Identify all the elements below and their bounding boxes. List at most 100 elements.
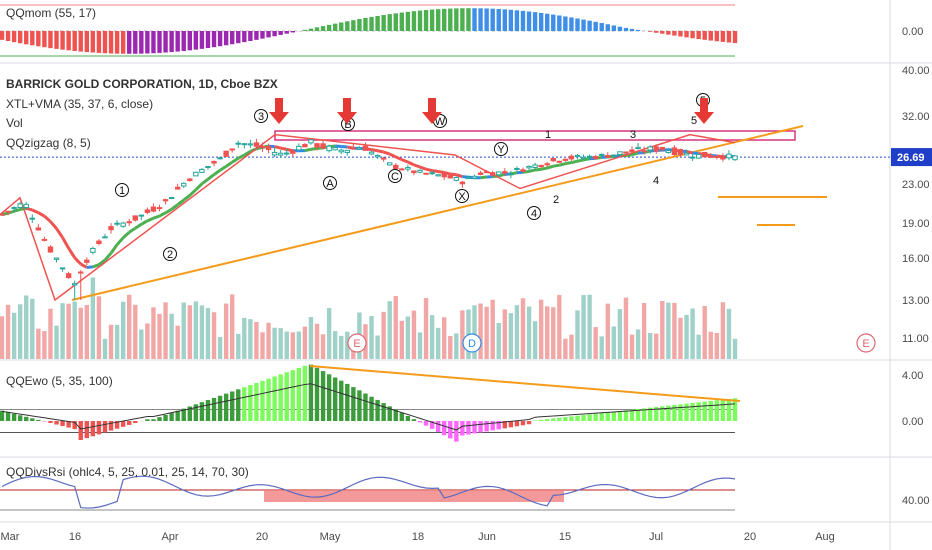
volume-bar bbox=[387, 301, 392, 359]
qqewo-bar bbox=[720, 399, 726, 421]
vma-segment bbox=[158, 211, 167, 218]
qqewo-bar bbox=[296, 367, 302, 421]
qqewo-bar bbox=[205, 400, 211, 421]
volume-bar bbox=[5, 304, 11, 359]
candle-body bbox=[174, 186, 181, 190]
vma-segment bbox=[122, 231, 131, 239]
qqewo-bar bbox=[611, 411, 617, 421]
wave-label-circle bbox=[323, 176, 337, 190]
wave-label-plain: 4 bbox=[653, 175, 659, 187]
volume-bar bbox=[399, 320, 405, 359]
candle-body bbox=[447, 175, 453, 179]
qqewo-bar bbox=[629, 409, 635, 421]
vma-segment bbox=[176, 198, 185, 206]
qqmom-bar bbox=[714, 31, 720, 42]
qqmom-bar bbox=[351, 20, 356, 31]
volume-bar bbox=[593, 327, 598, 359]
legend-vol[interactable]: Vol bbox=[6, 116, 23, 130]
event-marker bbox=[462, 333, 482, 353]
vma-segment bbox=[413, 163, 421, 169]
legend-qqzigzag[interactable]: QQzigzag (8, 5) bbox=[6, 136, 91, 150]
vma-segment bbox=[274, 145, 282, 150]
candle-body bbox=[641, 150, 647, 153]
qqmom-bar bbox=[36, 31, 41, 47]
wave-label-plain: 1 bbox=[545, 129, 551, 141]
candle-body bbox=[399, 168, 405, 171]
volume-bar bbox=[254, 321, 259, 359]
qqewo-bar bbox=[696, 402, 701, 421]
volume-bar bbox=[411, 310, 417, 359]
candle-body bbox=[47, 246, 54, 253]
qqmom-bar bbox=[411, 11, 417, 31]
qqmom-bar bbox=[339, 22, 344, 31]
candle-body bbox=[720, 155, 726, 160]
qqewo-bar bbox=[351, 387, 356, 421]
volume-bar bbox=[193, 301, 199, 359]
candle-body bbox=[181, 182, 187, 187]
volume-bar bbox=[42, 331, 47, 359]
qqewo-bar bbox=[472, 421, 477, 434]
volume-bar bbox=[478, 303, 483, 359]
qqewo-tick-label: 4.00 bbox=[902, 370, 923, 382]
qqmom-bar bbox=[78, 31, 83, 52]
qqmom-bar bbox=[635, 29, 641, 31]
volume-bar bbox=[266, 322, 271, 359]
qqewo-bar bbox=[666, 405, 671, 421]
candle-body bbox=[59, 267, 66, 270]
vma-segment bbox=[219, 165, 227, 172]
vma-segment bbox=[170, 203, 179, 211]
vma-segment bbox=[643, 149, 651, 155]
volume-bar bbox=[157, 313, 162, 359]
qqmom-bar bbox=[54, 31, 59, 49]
qqmom-bar bbox=[217, 31, 223, 47]
volume-bar bbox=[114, 324, 120, 359]
vma-segment bbox=[146, 216, 155, 223]
legend-xtl-vma[interactable]: XTL+VMA (35, 37, 6, close) bbox=[6, 97, 153, 111]
qqewo-bar bbox=[508, 421, 514, 428]
qqmom-bar bbox=[30, 31, 35, 46]
qqewo-bar bbox=[30, 418, 35, 421]
vma-segment bbox=[86, 265, 94, 269]
qqewo-bar bbox=[429, 421, 435, 429]
qqmom-bar bbox=[466, 8, 471, 31]
candle-body bbox=[677, 149, 684, 155]
qqmom-bar bbox=[532, 12, 538, 31]
qqewo-bar bbox=[193, 404, 199, 421]
volume-bar bbox=[314, 323, 320, 359]
wave-label: X bbox=[458, 191, 466, 203]
qqmom-bar bbox=[5, 31, 11, 42]
time-tick-label: May bbox=[320, 531, 341, 543]
qqewo-bar bbox=[726, 398, 732, 421]
qqmom-bar bbox=[175, 31, 180, 52]
volume-bar bbox=[605, 303, 610, 359]
candle-body bbox=[138, 214, 145, 217]
volume-bar bbox=[175, 325, 180, 359]
vma-segment bbox=[152, 214, 161, 220]
candle-body bbox=[471, 175, 478, 179]
qqewo-bar bbox=[545, 419, 550, 421]
candle-body bbox=[356, 147, 363, 150]
volume-bar bbox=[375, 335, 380, 359]
candle-body bbox=[271, 151, 278, 156]
vma-segment bbox=[540, 166, 548, 171]
qqewo-bar bbox=[551, 418, 556, 421]
qqmom-bar bbox=[266, 31, 271, 38]
volume-bar bbox=[563, 338, 568, 359]
qqmom-bar bbox=[272, 31, 277, 37]
candle-body bbox=[477, 172, 484, 175]
qqmom-bar bbox=[48, 31, 53, 49]
candle-body bbox=[617, 151, 623, 156]
price-tick-label: 40.00 bbox=[902, 65, 930, 77]
vma-segment bbox=[310, 146, 318, 151]
qqmom-bar bbox=[660, 31, 665, 34]
candle-body bbox=[380, 157, 387, 160]
candle-body bbox=[544, 163, 550, 166]
volume-bar bbox=[496, 323, 501, 359]
vma-segment bbox=[335, 144, 342, 148]
qqmom-bar bbox=[647, 31, 653, 32]
qqewo-bar bbox=[320, 371, 326, 421]
vma-segment bbox=[401, 158, 409, 164]
qqmom-bar bbox=[538, 12, 544, 32]
qqmom-bar bbox=[551, 14, 556, 31]
